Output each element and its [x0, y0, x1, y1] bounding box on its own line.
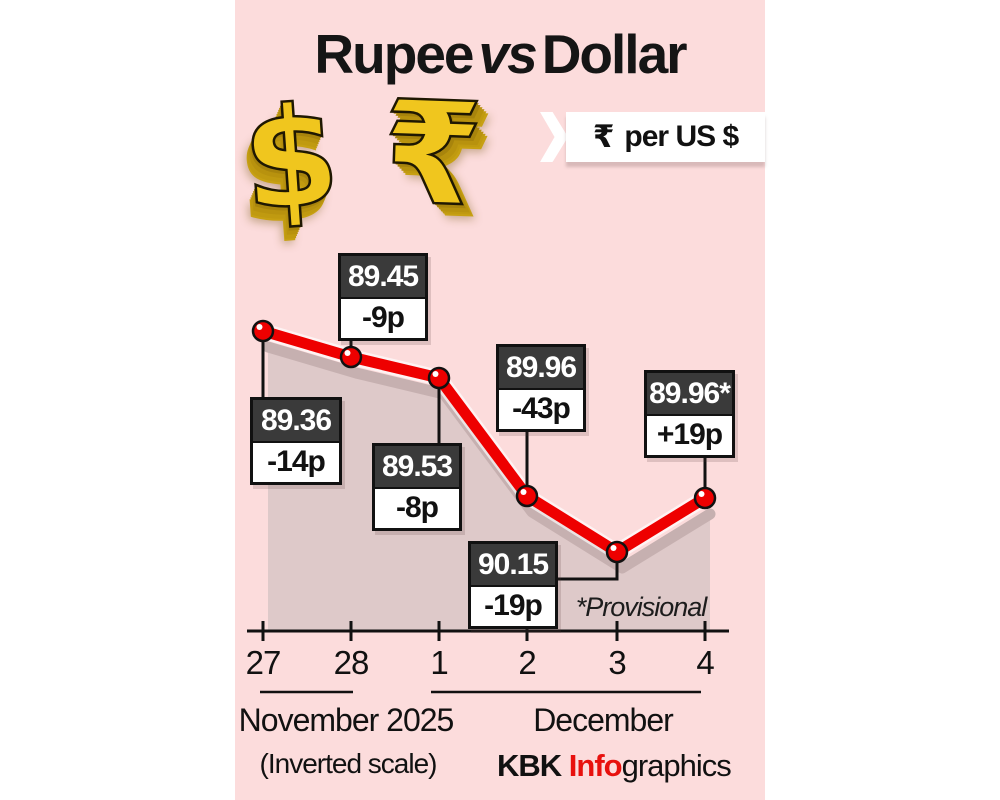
credit-info: Info	[568, 748, 623, 783]
x-axis	[247, 621, 729, 641]
data-label-dec1: 89.53 -8p	[372, 443, 462, 531]
x-tick-label: 27	[245, 644, 282, 681]
rate-change: -19p	[471, 587, 555, 626]
credit-logo: KBK Infographics	[497, 748, 747, 784]
rate-line	[257, 325, 711, 558]
rupee-sign-icon: ₹	[592, 119, 615, 155]
title-word-vs: vs	[478, 23, 538, 85]
connector-line	[558, 558, 619, 581]
rate-value: 89.96	[499, 347, 583, 390]
rate-line-chart	[247, 319, 729, 694]
x-tick-label: 4	[696, 644, 714, 681]
credit-kbk: KBK	[497, 748, 569, 783]
unit-banner-label: per US $	[624, 120, 739, 153]
data-point	[693, 486, 717, 510]
inverted-scale-note: (Inverted scale)	[259, 748, 438, 779]
data-point	[427, 366, 451, 390]
provisional-note: *Provisional	[575, 592, 708, 622]
month-label-november: November 2025	[238, 702, 455, 738]
rate-change: +19p	[647, 416, 732, 455]
unit-banner: ₹ per US $	[566, 112, 765, 162]
x-tick-label: 1	[430, 644, 448, 681]
rate-value: 89.53	[375, 446, 459, 489]
data-point	[515, 484, 539, 508]
rate-change: -43p	[499, 390, 583, 429]
title-word-rupee: Rupee	[314, 23, 474, 85]
data-label-nov28: 89.45 -9p	[338, 253, 428, 341]
rate-value: 89.96*	[647, 373, 732, 416]
x-tick-label: 28	[333, 644, 370, 681]
data-label-dec2: 89.96 -43p	[496, 344, 586, 432]
rate-value: 89.36	[253, 400, 339, 443]
data-point	[251, 319, 275, 343]
month-label-december: December	[533, 702, 674, 738]
rate-change: -9p	[341, 299, 425, 338]
data-points	[251, 319, 717, 564]
infographic-panel: Rupee vs Dollar $ ₹ ₹ per US $	[235, 0, 765, 800]
data-label-dec3: 90.15 -19p	[468, 541, 558, 629]
x-tick-label: 3	[608, 644, 626, 681]
rate-change: -8p	[375, 489, 459, 528]
rate-value: 89.45	[341, 256, 425, 299]
title-word-dollar: Dollar	[541, 23, 688, 85]
data-label-nov27: 89.36 -14p	[250, 397, 342, 485]
data-point	[605, 540, 629, 564]
x-tick-label: 2	[518, 644, 536, 681]
page-title: Rupee vs Dollar	[235, 22, 765, 86]
credit-graphics: graphics	[621, 748, 732, 783]
data-point	[339, 345, 363, 369]
rate-change: -14p	[253, 443, 339, 482]
rate-value: 90.15	[471, 544, 555, 587]
data-label-dec4: 89.96* +19p	[644, 370, 735, 458]
